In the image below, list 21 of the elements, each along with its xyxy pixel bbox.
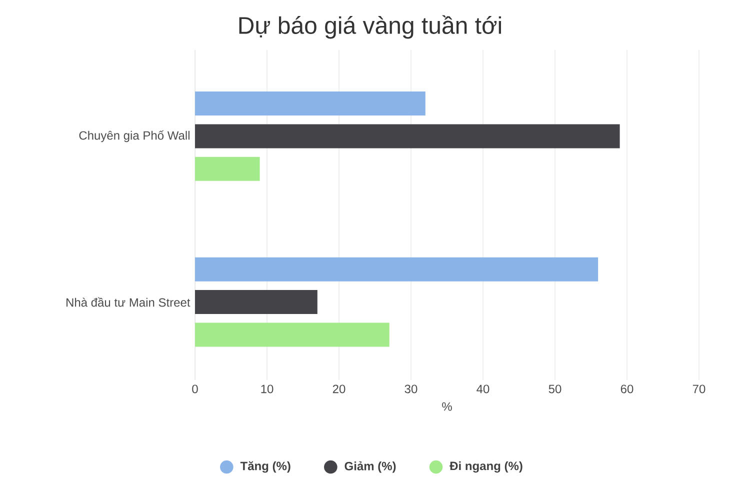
y-tick-label: Nhà đầu tư Main Street	[66, 297, 190, 307]
chart-title: Dự báo giá vàng tuần tới	[239, 15, 501, 39]
legend-label: Giảm (%)	[344, 461, 396, 473]
bar	[195, 156, 260, 181]
y-tick-label: Chuyên gia Phố Wall	[79, 130, 190, 142]
bar	[195, 92, 426, 116]
x-tick-label: 10	[261, 384, 274, 394]
x-tick-label: 20	[332, 384, 346, 394]
legend-label: Tăng (%)	[240, 461, 290, 473]
x-tick-label: 30	[404, 384, 418, 394]
x-tick-label: 60	[620, 384, 634, 394]
x-tick-label: 40	[476, 384, 490, 394]
bar	[195, 290, 318, 314]
x-tick-label: 50	[548, 384, 562, 394]
bar	[195, 322, 390, 347]
x-tick-label: 0	[192, 384, 198, 394]
bar	[195, 124, 620, 148]
x-axis-title: %	[442, 402, 452, 411]
x-tick-label: 70	[692, 384, 706, 394]
bar	[195, 257, 598, 282]
legend-label: Đi ngang (%)	[450, 461, 522, 473]
